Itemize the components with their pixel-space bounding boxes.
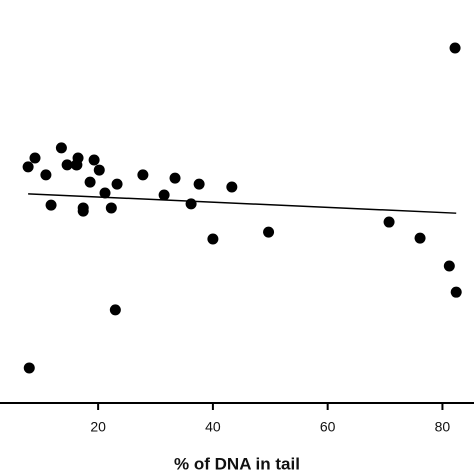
trend-line — [28, 193, 457, 214]
point — [226, 181, 238, 193]
point — [109, 304, 121, 316]
point — [29, 152, 41, 164]
x-tick-label: 40 — [205, 419, 221, 435]
point — [84, 176, 96, 188]
point — [23, 362, 35, 374]
point — [207, 233, 219, 245]
point — [449, 42, 461, 54]
x-axis-label: % of DNA in tail — [174, 454, 300, 473]
point — [40, 169, 52, 181]
point — [169, 172, 181, 184]
point — [443, 260, 455, 272]
x-tick-label: 20 — [90, 419, 106, 435]
point — [111, 178, 123, 190]
point — [77, 205, 89, 217]
point — [71, 159, 83, 171]
point — [137, 169, 149, 181]
point — [450, 286, 462, 298]
point — [185, 198, 197, 210]
point — [105, 202, 117, 214]
point — [263, 226, 275, 238]
point — [45, 199, 57, 211]
point — [61, 159, 73, 171]
point — [193, 178, 205, 190]
point — [383, 216, 395, 228]
point — [414, 232, 426, 244]
x-tick-label: 80 — [435, 419, 451, 435]
x-tick-label: 60 — [320, 419, 336, 435]
point — [88, 154, 100, 166]
point — [93, 164, 105, 176]
point — [55, 142, 67, 154]
point — [99, 187, 111, 199]
point — [158, 189, 170, 201]
point — [22, 161, 34, 173]
